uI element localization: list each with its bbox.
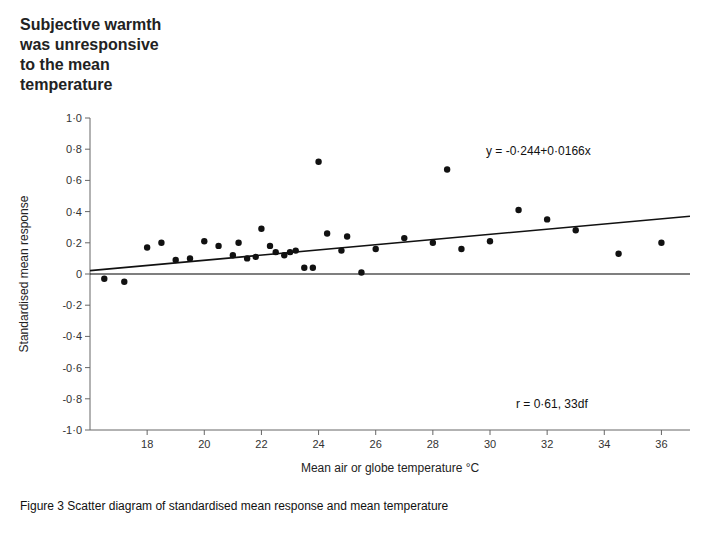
- scatter-point: [267, 243, 273, 249]
- scatter-point: [344, 233, 350, 239]
- x-axis-label: Mean air or globe temperature °C: [301, 461, 480, 475]
- scatter-point: [324, 230, 330, 236]
- scatter-point: [444, 166, 450, 172]
- x-tick-label: 36: [655, 438, 667, 450]
- regression-line: [90, 216, 690, 270]
- y-tick-label: 1·0: [66, 112, 82, 124]
- x-tick-label: 30: [484, 438, 496, 450]
- x-tick-label: 34: [598, 438, 610, 450]
- scatter-point: [201, 238, 207, 244]
- y-tick: [85, 180, 90, 181]
- title-line: was unresponsive: [19, 36, 159, 53]
- figure-caption: Figure 3 Scatter diagram of standardised…: [20, 499, 449, 513]
- y-tick: [85, 274, 90, 275]
- y-tick-label: 0: [76, 268, 82, 280]
- x-tick-label: 24: [312, 438, 324, 450]
- x-axis-line: [90, 430, 690, 431]
- y-tick: [85, 398, 90, 399]
- x-tick: [661, 430, 662, 435]
- y-tick: [85, 367, 90, 368]
- y-axis-label: Standardised mean response: [17, 195, 31, 352]
- x-tick-label: 20: [198, 438, 210, 450]
- scatter-point: [310, 265, 316, 271]
- x-tick-label: 26: [370, 438, 382, 450]
- scatter-point: [121, 279, 127, 285]
- scatter-point: [258, 226, 264, 232]
- x-tick-label: 28: [427, 438, 439, 450]
- equation-annotation: y = -0·244+0·0166x: [486, 144, 591, 158]
- y-tick-label: -0·2: [62, 299, 82, 311]
- x-tick-label: 22: [255, 438, 267, 450]
- y-tick-label: 0·6: [66, 174, 82, 186]
- x-tick-label: 18: [141, 438, 153, 450]
- y-tick: [85, 430, 90, 431]
- y-tick-label: 0·4: [66, 206, 82, 218]
- scatter-point: [358, 269, 364, 275]
- x-tick: [432, 430, 433, 435]
- x-tick: [147, 430, 148, 435]
- scatter-point: [658, 240, 664, 246]
- y-tick-label: -0·4: [62, 330, 82, 342]
- y-tick: [85, 305, 90, 306]
- scatter-point: [373, 246, 379, 252]
- y-tick: [85, 118, 90, 119]
- x-tick: [204, 430, 205, 435]
- y-tick: [85, 242, 90, 243]
- x-tick: [547, 430, 548, 435]
- y-tick-label: -0·6: [62, 362, 82, 374]
- scatter-point: [301, 265, 307, 271]
- x-tick: [318, 430, 319, 435]
- plot-area: [90, 158, 690, 285]
- y-tick-label: -0·8: [62, 393, 82, 405]
- scatter-point: [253, 254, 259, 260]
- scatter-point: [215, 243, 221, 249]
- scatter-point: [487, 238, 493, 244]
- x-tick: [604, 430, 605, 435]
- scatter-point: [615, 251, 621, 257]
- x-tick: [490, 430, 491, 435]
- scatter-point: [515, 207, 521, 213]
- x-tick: [261, 430, 262, 435]
- scatter-point: [315, 158, 321, 164]
- title-line: to the mean: [20, 56, 110, 73]
- scatter-point: [573, 227, 579, 233]
- x-tick-label: 32: [541, 438, 553, 450]
- y-tick: [85, 149, 90, 150]
- x-tick: [375, 430, 376, 435]
- scatter-point: [101, 275, 107, 281]
- scatter-point: [401, 235, 407, 241]
- scatter-point: [458, 246, 464, 252]
- title-line: temperature: [20, 76, 113, 93]
- y-tick-label: -1·0: [62, 424, 82, 436]
- title-line: Subjective warmth: [20, 16, 161, 33]
- stat-annotation: r = 0·61, 33df: [516, 397, 588, 411]
- y-tick-label: 0·2: [66, 237, 82, 249]
- y-tick: [85, 336, 90, 337]
- zero-line: [90, 273, 690, 274]
- title: Subjective warmth was unresponsive to the …: [19, 16, 161, 93]
- scatter-point: [544, 216, 550, 222]
- scatter-point: [144, 244, 150, 250]
- y-tick-label: 0·8: [66, 143, 82, 155]
- y-tick: [85, 211, 90, 212]
- scatter-point: [158, 240, 164, 246]
- scatter-point: [235, 240, 241, 246]
